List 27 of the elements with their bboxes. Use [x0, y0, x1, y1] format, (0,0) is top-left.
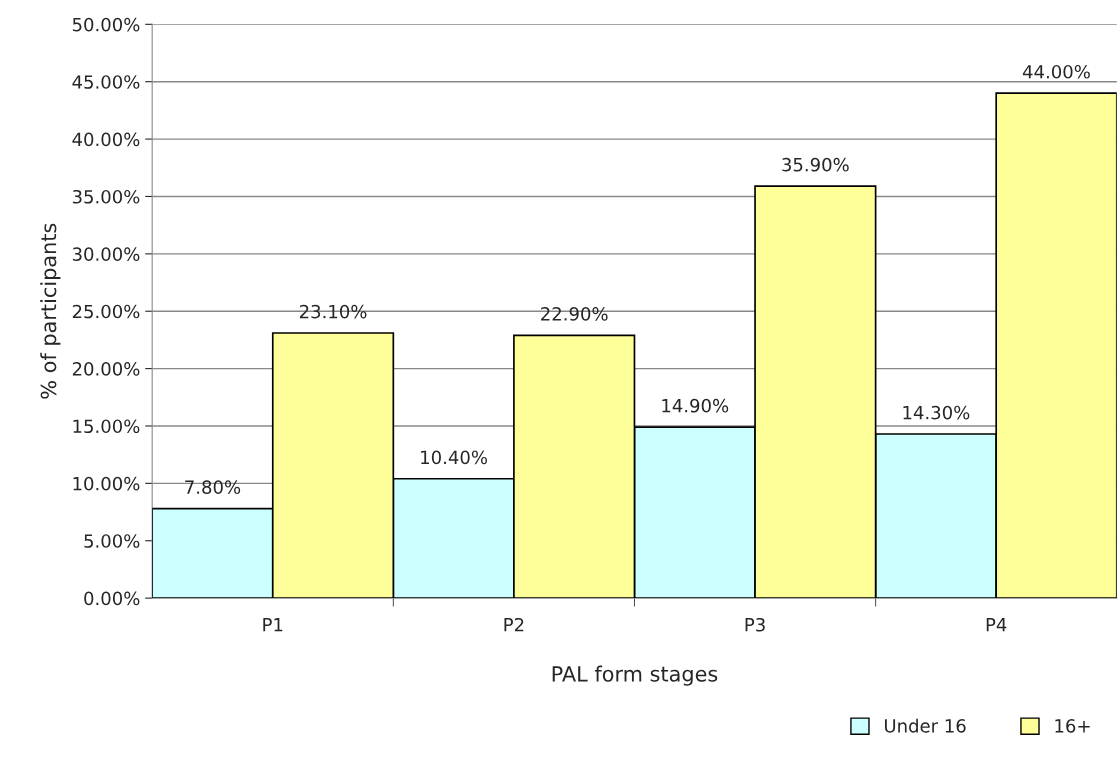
- x-tick-label: P3: [745, 617, 765, 632]
- x-tick-label: P4: [986, 618, 1007, 632]
- y-tick-label: 5.00%: [84, 534, 140, 548]
- y-tick-label: 35.00%: [72, 189, 140, 204]
- y-tick-label: 20.00%: [72, 362, 140, 376]
- y-tick-label: 10.00%: [73, 476, 140, 491]
- data-label: 22.90%: [541, 307, 608, 321]
- x-axis-title: PAL form stages: [552, 665, 718, 686]
- y-tick-label: 45.00%: [72, 75, 140, 89]
- legend-label: 16+: [1055, 718, 1090, 733]
- y-tick-label: 50.00%: [72, 17, 140, 32]
- data-label: 10.40%: [421, 450, 488, 465]
- y-tick-label: 30.00%: [72, 247, 140, 261]
- y-tick-label: 40.00%: [72, 132, 140, 147]
- data-label: 7.80%: [185, 480, 241, 494]
- data-label: 44.00%: [1022, 64, 1090, 79]
- data-label: 23.10%: [299, 304, 367, 319]
- y-axis-title: % of participants: [40, 223, 61, 399]
- y-tick-label: 25.00%: [72, 304, 140, 319]
- legend-label: Under 16: [884, 718, 966, 733]
- data-label: 14.30%: [903, 405, 970, 420]
- y-tick-label: 0.00%: [84, 591, 140, 606]
- x-tick-label: P2: [504, 617, 524, 632]
- y-tick-label: 15.00%: [73, 419, 140, 434]
- data-label: 14.90%: [662, 398, 729, 413]
- data-label: 35.90%: [782, 157, 849, 172]
- x-tick-label: P1: [263, 618, 283, 632]
